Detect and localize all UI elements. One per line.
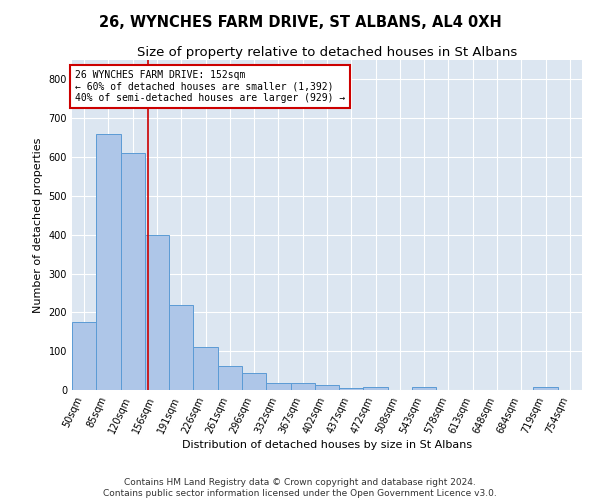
Text: 26, WYNCHES FARM DRIVE, ST ALBANS, AL4 0XH: 26, WYNCHES FARM DRIVE, ST ALBANS, AL4 0…: [98, 15, 502, 30]
Bar: [193, 348, 218, 390]
Bar: [145, 234, 169, 390]
Bar: [533, 387, 558, 390]
Title: Size of property relative to detached houses in St Albans: Size of property relative to detached ho…: [137, 46, 517, 59]
Text: 26 WYNCHES FARM DRIVE: 152sqm
← 60% of detached houses are smaller (1,392)
40% o: 26 WYNCHES FARM DRIVE: 152sqm ← 60% of d…: [74, 70, 345, 103]
Bar: [315, 384, 339, 390]
Bar: [121, 153, 145, 390]
Y-axis label: Number of detached properties: Number of detached properties: [33, 138, 43, 312]
Bar: [242, 374, 266, 390]
Bar: [290, 384, 315, 390]
Bar: [266, 384, 290, 390]
Bar: [339, 388, 364, 390]
Bar: [412, 387, 436, 390]
Bar: [218, 366, 242, 390]
Bar: [169, 306, 193, 390]
Bar: [364, 387, 388, 390]
Bar: [96, 134, 121, 390]
Bar: [72, 322, 96, 390]
Text: Contains HM Land Registry data © Crown copyright and database right 2024.
Contai: Contains HM Land Registry data © Crown c…: [103, 478, 497, 498]
X-axis label: Distribution of detached houses by size in St Albans: Distribution of detached houses by size …: [182, 440, 472, 450]
